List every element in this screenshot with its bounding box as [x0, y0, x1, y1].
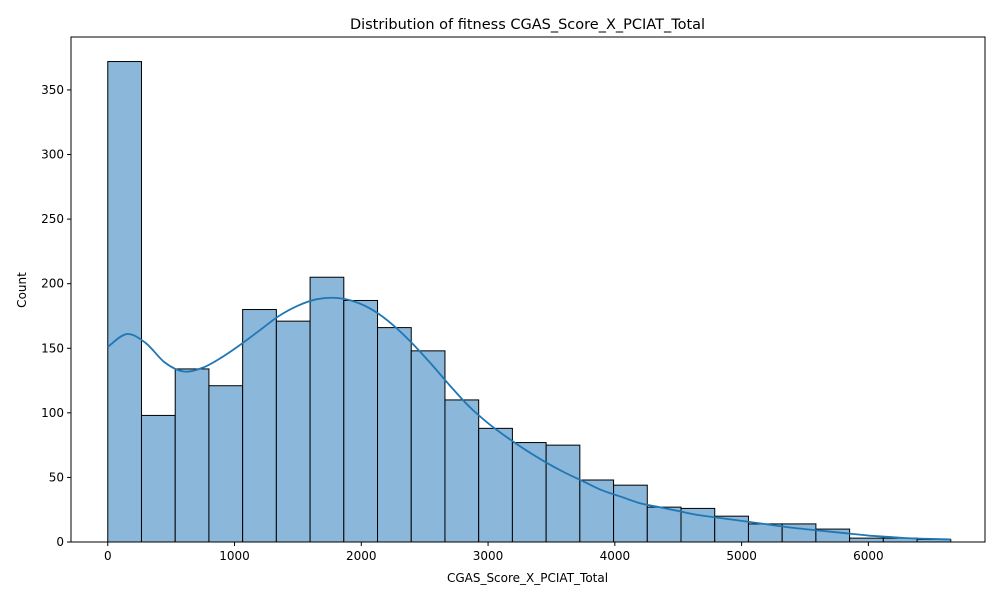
histogram-bar	[680, 507, 716, 543]
x-tick-label: 6000	[853, 549, 884, 563]
histogram-bar	[646, 506, 682, 543]
histogram-bar	[377, 327, 412, 543]
histogram-bar	[444, 399, 480, 543]
plot-frame	[70, 36, 986, 543]
x-tick-label: 4000	[600, 549, 631, 563]
histogram-bar	[140, 414, 176, 543]
y-axis-label: Count	[15, 272, 29, 308]
y-tick-label: 200	[41, 277, 64, 291]
histogram-bar	[107, 61, 142, 543]
y-tick-label: 350	[41, 83, 64, 97]
histogram-bar	[613, 484, 648, 543]
x-axis-ticks: 0 1000 2000 3000 4000 5000 6000	[104, 542, 884, 563]
x-tick-label: 0	[104, 549, 112, 563]
x-tick-label: 5000	[726, 549, 757, 563]
x-tick-label: 1000	[219, 549, 250, 563]
y-tick-label: 250	[41, 212, 64, 226]
histogram-bar	[343, 299, 379, 543]
y-tick-label: 100	[41, 406, 64, 420]
kde-curve	[107, 296, 951, 541]
histogram-bar	[511, 442, 547, 543]
y-tick-label: 300	[41, 148, 64, 162]
bars-group	[107, 61, 952, 543]
histogram-bar	[242, 309, 277, 543]
histogram-bar	[545, 444, 581, 543]
histogram-bar	[309, 276, 345, 543]
histogram-bar	[478, 427, 513, 543]
y-tick-label: 0	[56, 535, 64, 549]
histogram-bar	[275, 320, 311, 543]
y-tick-label: 150	[41, 341, 64, 355]
y-tick-label: 50	[49, 470, 64, 484]
chart-title: Distribution of fitness CGAS_Score_X_PCI…	[350, 17, 705, 33]
x-tick-label: 2000	[346, 549, 377, 563]
histogram-bar	[208, 385, 244, 543]
histogram-bar	[410, 350, 446, 543]
x-tick-label: 3000	[473, 549, 504, 563]
histogram-bar	[849, 537, 884, 543]
histogram-bar	[174, 368, 210, 543]
x-axis-label: CGAS_Score_X_PCIAT_Total	[447, 571, 608, 585]
y-axis-ticks: 0 50 100 150 200 250 300 350	[41, 83, 71, 549]
histogram-bar	[579, 479, 615, 543]
